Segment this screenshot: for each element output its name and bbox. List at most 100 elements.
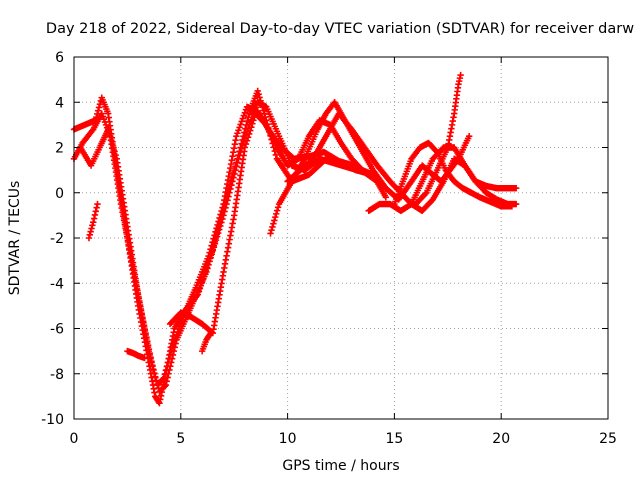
data-point	[244, 134, 252, 141]
data-point	[214, 221, 221, 229]
data-point	[218, 207, 225, 215]
data-point	[206, 249, 213, 256]
y-tick-label: -10	[41, 412, 64, 428]
data-point	[152, 374, 159, 381]
data-point	[208, 242, 215, 249]
data-point	[94, 107, 102, 114]
data-point	[166, 351, 174, 358]
series-track-11	[124, 347, 148, 362]
data-point	[160, 375, 167, 382]
data-point	[108, 137, 115, 144]
x-tick-label: 15	[385, 431, 403, 447]
series-track-10	[85, 200, 101, 242]
x-tick-label: 20	[492, 431, 510, 447]
data-point	[86, 231, 94, 239]
data-point	[273, 207, 281, 214]
data-point	[267, 230, 274, 237]
data-point	[382, 194, 390, 201]
chart-title: Day 218 of 2022, Sidereal Day-to-day VTE…	[46, 21, 634, 37]
data-point	[215, 218, 222, 225]
data-point	[227, 185, 234, 193]
data-point	[170, 340, 177, 347]
data-point	[177, 319, 184, 327]
data-point	[248, 123, 255, 131]
data-point	[207, 329, 214, 337]
data-point	[216, 214, 223, 222]
data-point	[250, 117, 257, 124]
data-point	[217, 211, 224, 218]
data-point	[230, 174, 237, 181]
data-point	[150, 366, 157, 374]
data-point	[91, 211, 99, 219]
data-point	[112, 151, 119, 159]
series-track-12	[198, 329, 214, 355]
data-point	[268, 227, 275, 234]
data-point	[247, 127, 254, 134]
data-point	[90, 215, 98, 222]
data-point	[238, 118, 245, 125]
data-point	[236, 124, 243, 131]
x-tick-label: 10	[279, 431, 297, 447]
data-point	[234, 130, 241, 137]
x-axis-label: GPS time / hours	[282, 458, 399, 474]
data-point	[209, 239, 216, 246]
data-point	[95, 104, 103, 111]
data-point	[254, 87, 261, 95]
data-point	[508, 203, 516, 210]
data-point	[241, 144, 249, 151]
series-track-3	[77, 103, 387, 389]
data-point	[145, 347, 152, 355]
data-point	[239, 115, 246, 122]
y-axis-label: SDTVAR / TECUs	[7, 181, 23, 296]
data-point	[235, 127, 242, 134]
data-point	[269, 223, 276, 231]
data-point	[147, 355, 154, 362]
data-point	[243, 137, 251, 144]
data-point	[175, 325, 182, 333]
data-point	[162, 381, 170, 389]
data-point	[231, 170, 238, 178]
data-point	[240, 112, 248, 119]
data-point	[164, 359, 172, 366]
y-tick-label: 0	[55, 186, 64, 202]
data-point	[111, 148, 118, 155]
data-point	[465, 132, 473, 140]
data-point	[162, 367, 170, 374]
data-point	[173, 331, 180, 339]
y-tick-label: -8	[50, 367, 64, 383]
data-point	[161, 371, 168, 378]
data-point	[174, 328, 181, 336]
x-tick-label: 5	[176, 431, 185, 447]
data-point	[159, 376, 166, 383]
data-point	[228, 182, 235, 189]
data-point	[270, 220, 277, 227]
data-point	[233, 163, 240, 170]
data-point	[146, 351, 153, 359]
data-point	[219, 204, 226, 211]
data-point	[87, 228, 94, 235]
data-points	[70, 71, 520, 407]
data-point	[457, 71, 464, 79]
data-point	[213, 225, 220, 232]
data-point	[172, 334, 179, 341]
data-point	[255, 91, 262, 98]
data-point	[261, 120, 269, 127]
data-point	[149, 363, 156, 370]
data-point	[161, 382, 168, 390]
data-point	[233, 132, 240, 140]
data-point	[512, 185, 520, 192]
data-point	[210, 235, 217, 242]
data-point	[157, 396, 164, 403]
series-track-7	[365, 144, 520, 215]
x-tick-label: 0	[70, 431, 79, 447]
data-point	[512, 200, 520, 208]
data-point	[232, 166, 239, 174]
data-point	[237, 121, 244, 128]
data-point	[212, 228, 219, 236]
data-point	[220, 212, 227, 219]
data-point	[148, 359, 155, 366]
data-point	[274, 204, 282, 211]
data-point	[241, 109, 249, 116]
data-point	[178, 316, 186, 324]
